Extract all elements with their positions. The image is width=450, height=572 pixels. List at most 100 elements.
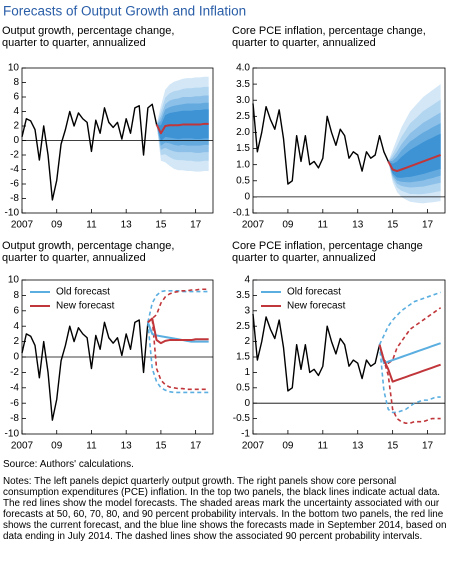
legend-label: New forecast bbox=[287, 301, 346, 312]
y-tick-label: 0 bbox=[244, 192, 250, 203]
y-tick-label: -0.5 bbox=[233, 413, 251, 424]
x-tick-label: 2007 bbox=[11, 220, 34, 231]
y-tick-label: -10 bbox=[5, 429, 20, 440]
y-tick-label: 10 bbox=[8, 63, 20, 74]
source: Source: Authors' calculations. bbox=[3, 459, 134, 470]
panel-heading: quarter to quarter, annualized bbox=[2, 37, 146, 49]
y-tick-label: 0 bbox=[13, 135, 19, 146]
y-tick-label: 0 bbox=[244, 398, 250, 409]
y-tick-label: 2 bbox=[13, 336, 19, 347]
y-tick-label: 3 bbox=[244, 305, 250, 316]
y-tick-label: 3.5 bbox=[236, 290, 250, 301]
series-line bbox=[378, 344, 441, 425]
x-tick-label: 15 bbox=[155, 441, 167, 452]
series-line bbox=[147, 317, 209, 391]
y-tick-label: 1.5 bbox=[236, 352, 250, 363]
y-tick-label: 6 bbox=[13, 305, 19, 316]
series-line bbox=[378, 342, 441, 365]
y-tick-label: 2 bbox=[13, 121, 19, 132]
y-tick-label: 4.0 bbox=[236, 63, 250, 74]
panel-heading: Output growth, percentage change, bbox=[2, 240, 174, 252]
x-tick-label: 09 bbox=[282, 441, 294, 452]
y-tick-label: -2 bbox=[10, 367, 19, 378]
x-tick-label: 17 bbox=[190, 220, 202, 231]
series-line bbox=[252, 313, 381, 392]
y-tick-label: 2.0 bbox=[236, 127, 250, 138]
y-tick-label: -6 bbox=[10, 179, 19, 190]
x-tick-label: 11 bbox=[86, 441, 97, 452]
y-tick-label: 8 bbox=[13, 77, 19, 88]
notes: Notes: The left panels depict quarterly … bbox=[3, 476, 447, 543]
y-tick-label: 6 bbox=[13, 92, 19, 103]
x-tick-label: 15 bbox=[387, 441, 399, 452]
series-line bbox=[147, 322, 209, 394]
y-tick-label: -4 bbox=[10, 382, 19, 393]
series-line bbox=[147, 288, 209, 323]
panel-heading: Core PCE inflation, percentage change bbox=[232, 240, 423, 252]
x-tick-label: 17 bbox=[422, 220, 434, 231]
series-line bbox=[147, 317, 209, 345]
x-tick-label: 09 bbox=[51, 220, 63, 231]
panel-heading: quarter to quarter, annualized bbox=[232, 37, 376, 49]
y-tick-label: 4 bbox=[244, 275, 250, 286]
plot-frame bbox=[252, 279, 446, 435]
legend-label: New forecast bbox=[56, 301, 115, 312]
series-line bbox=[21, 103, 158, 201]
plot-frame bbox=[252, 67, 446, 214]
y-tick-label: 4 bbox=[13, 106, 19, 117]
series-line bbox=[155, 122, 209, 135]
x-tick-label: 15 bbox=[387, 220, 399, 231]
legend-label: Old forecast bbox=[56, 287, 110, 298]
y-tick-label: 2.5 bbox=[236, 321, 250, 332]
y-tick-label: -4 bbox=[10, 164, 19, 175]
series-line bbox=[21, 319, 149, 421]
fan-band bbox=[388, 133, 441, 178]
x-tick-label: 2007 bbox=[242, 220, 265, 231]
y-tick-label: 10 bbox=[8, 275, 20, 286]
y-tick-label: 0 bbox=[13, 352, 19, 363]
panel-heading: Core PCE inflation, percentage change, bbox=[232, 25, 426, 37]
series-line bbox=[147, 289, 209, 323]
x-tick-label: 13 bbox=[352, 220, 364, 231]
x-tick-label: 13 bbox=[121, 220, 133, 231]
y-tick-label: -0.1 bbox=[233, 208, 251, 219]
y-tick-label: 1.0 bbox=[236, 159, 250, 170]
x-tick-label: 11 bbox=[318, 441, 329, 452]
y-tick-label: -2 bbox=[10, 150, 19, 161]
y-tick-label: -6 bbox=[10, 398, 19, 409]
y-tick-label: 8 bbox=[13, 290, 19, 301]
series-line bbox=[252, 103, 389, 185]
y-tick-label: 2 bbox=[244, 336, 250, 347]
panel-heading: quarter to quarter, annualized bbox=[2, 252, 146, 264]
y-tick-label: -8 bbox=[10, 413, 19, 424]
x-tick-label: 13 bbox=[352, 441, 364, 452]
series-line bbox=[378, 291, 441, 346]
panel-heading: Output growth, percentage change, bbox=[2, 25, 174, 37]
panel-heading: quarter to quarter, annualized bbox=[232, 252, 376, 264]
x-tick-label: 09 bbox=[282, 220, 294, 231]
x-tick-label: 17 bbox=[190, 441, 202, 452]
x-tick-label: 15 bbox=[155, 220, 167, 231]
y-tick-label: -10 bbox=[5, 208, 20, 219]
legend-label: Old forecast bbox=[287, 287, 341, 298]
y-tick-label: 0.5 bbox=[236, 175, 250, 186]
x-tick-label: 2007 bbox=[242, 441, 265, 452]
main-title: Forecasts of Output Growth and Inflation bbox=[3, 4, 246, 19]
y-tick-label: 3.0 bbox=[236, 95, 250, 106]
series-line bbox=[378, 344, 441, 383]
y-tick-label: 0.5 bbox=[236, 382, 250, 393]
x-tick-label: 13 bbox=[121, 441, 133, 452]
y-tick-label: 3.5 bbox=[236, 79, 250, 90]
y-tick-label: 4 bbox=[13, 321, 19, 332]
charts: Forecasts of Output Growth and Inflation… bbox=[2, 4, 446, 452]
x-tick-label: 17 bbox=[422, 441, 434, 452]
x-tick-label: 09 bbox=[51, 441, 63, 452]
y-tick-label: -8 bbox=[10, 193, 19, 204]
series-line bbox=[387, 154, 441, 173]
y-tick-label: 1.5 bbox=[236, 143, 250, 154]
x-tick-label: 11 bbox=[86, 220, 97, 231]
y-tick-label: 1 bbox=[244, 367, 250, 378]
y-tick-label: -1 bbox=[241, 429, 250, 440]
y-tick-label: 2.5 bbox=[236, 111, 250, 122]
